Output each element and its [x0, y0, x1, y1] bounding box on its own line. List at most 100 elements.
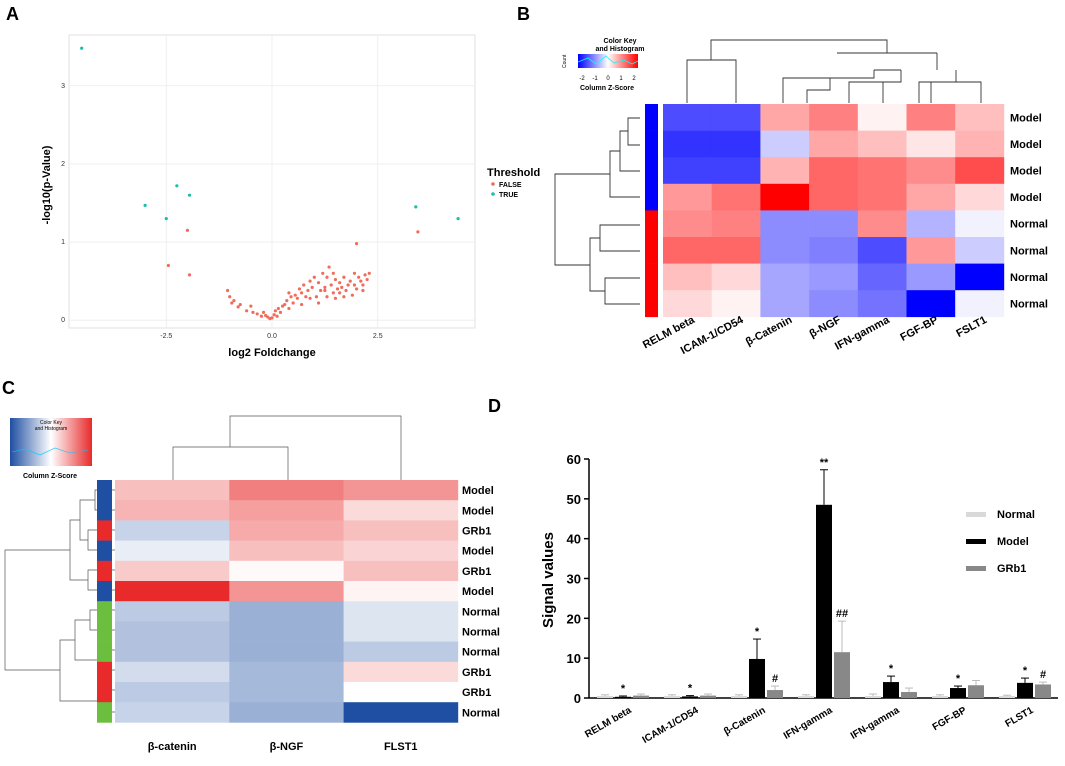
heatmap-c-cell: [115, 682, 230, 703]
heatmap-c-row-label: Normal: [462, 707, 500, 719]
heatmap-b-row-label: Normal: [1010, 219, 1048, 231]
heatmap-c-cell: [115, 500, 230, 521]
heatmap-b-row-label: Model: [1010, 112, 1042, 124]
volcano-legend-false: FALSE: [499, 182, 522, 189]
heatmap-b-cell: [711, 157, 761, 185]
volcano-point-false: [352, 271, 357, 275]
heatmap-b-cell: [857, 183, 907, 211]
bar-significance-grb1: #: [1040, 669, 1046, 681]
volcano-point-false: [283, 302, 287, 307]
heatmap-b-column-label: FGF-BP: [898, 314, 940, 344]
heatmap-c-cell: [229, 641, 344, 663]
volcano-point-false: [232, 299, 236, 303]
volcano-point-false: [316, 301, 321, 305]
volcano-point-false: [319, 288, 323, 293]
volcano-x-tick: -2.5: [160, 333, 172, 340]
heatmap-c-cell: [343, 702, 459, 723]
heatmap-b-cell: [955, 157, 1005, 185]
heatmap-b-color-key: Color Key and Histogram Count -2 -1 0 1 2 Co…: [562, 38, 645, 92]
bar-grb1: [834, 652, 850, 698]
volcano-point-false: [321, 271, 325, 275]
heatmap-c-cell: [229, 581, 344, 602]
volcano-plot: -2.5 0.0 2.5 0 1 2 3 log2 Foldchange -log10(p-…: [41, 34, 540, 359]
volcano-point-false: [348, 279, 352, 283]
panel-letter-a: A: [6, 4, 19, 24]
volcano-point-false: [308, 279, 312, 283]
heatmap-b-cell: [663, 104, 712, 131]
heatmap-c-row-label: GRb1: [462, 667, 491, 679]
heatmap-c-row-group: [97, 520, 112, 541]
bar-normal: [597, 696, 613, 698]
volcano-point-false: [354, 242, 359, 246]
volcano-legend-false-swatch: [491, 182, 495, 186]
heatmap-b-cell: [809, 263, 859, 291]
volcano-point-false: [323, 288, 327, 293]
bar-chart-categories: RELM beta ICAM-1/CD54 β-Catenin IFN-gamma IF…: [583, 705, 1036, 746]
bar-chart-y-tick: 50: [567, 492, 581, 507]
heatmap-c-row-label: Model: [462, 485, 494, 497]
bar-grb1: [633, 695, 649, 698]
heatmap-b-cell: [760, 237, 810, 264]
bar-model: [1017, 682, 1033, 698]
heatmap-b-cell: [906, 290, 956, 318]
heatmap-c-row-group: [97, 682, 112, 703]
volcano-point-false: [251, 310, 255, 314]
heatmap-b-column-label: IFN-gamma: [833, 314, 892, 353]
volcano-point-false: [300, 291, 304, 295]
heatmap-c-row-group: [97, 581, 112, 602]
panel-letter-c: C: [2, 378, 15, 398]
volcano-point-false: [338, 291, 342, 295]
volcano-point-false: [306, 288, 310, 293]
heatmap-c-cell: [229, 621, 344, 642]
volcano-point-true: [414, 205, 418, 209]
heatmap-c-row-label: Normal: [462, 647, 500, 659]
heatmap-c-row-group: [97, 560, 112, 582]
heatmap-c-row-labels: Model Model GRb1 Model GRb1 Model Normal Normal…: [462, 485, 500, 719]
heatmap-b-cell: [711, 237, 761, 264]
volcano-point-true: [175, 184, 179, 188]
heatmap-c-row-group: [97, 621, 112, 642]
volcano-point-true: [143, 203, 147, 207]
heatmap-b-cell: [711, 183, 761, 211]
heatmap-b-cell: [663, 157, 712, 185]
heatmap-c-row-groups: [97, 480, 112, 723]
heatmap-b-column-label: β-Catenin: [744, 314, 795, 349]
heatmap-b-cell: [760, 210, 810, 238]
volcano-point-false: [352, 283, 357, 287]
heatmap-b-row-group: [645, 263, 658, 291]
heatmap-c-cell: [229, 702, 344, 723]
volcano-point-false: [316, 281, 321, 285]
bar-chart-y-tick: 0: [574, 691, 581, 706]
heatmap-b-row-label: Model: [1010, 139, 1042, 151]
volcano-point-false: [225, 288, 230, 293]
volcano-y-tick: 0: [61, 317, 65, 324]
volcano-point-false: [278, 310, 283, 314]
volcano-point-true: [187, 193, 192, 197]
heatmap-b-cell: [711, 263, 761, 291]
volcano-point-false: [261, 310, 266, 314]
volcano-point-false: [310, 285, 314, 289]
heatmap-b-row-label: Model: [1010, 166, 1042, 178]
volcano-point-false: [340, 285, 344, 289]
heatmap-c-cell: [229, 601, 344, 622]
bar-chart-category-label: ICAM-1/CD54: [641, 705, 701, 746]
bar-model: [883, 682, 899, 698]
heatmap-b-cell: [906, 183, 956, 211]
color-key-b-title-1: Color Key: [603, 38, 636, 45]
heatmap-c-cell: [343, 520, 459, 541]
heatmap-c-cell: [115, 480, 230, 501]
heatmap-b-row-group: [645, 130, 658, 158]
heatmap-b-cell: [955, 290, 1005, 318]
heatmap-c-cell: [115, 661, 230, 683]
bar-chart-legend-label: Normal: [997, 509, 1035, 521]
volcano-point-false: [166, 263, 170, 268]
volcano-point-false: [291, 301, 295, 305]
volcano-point-false: [255, 312, 259, 316]
heatmap-b-cell: [711, 130, 761, 158]
heatmap-b-cell: [809, 130, 859, 158]
volcano-point-false: [344, 288, 348, 293]
color-key-b-title-2: and Histogram: [595, 46, 644, 53]
heatmap-c-row-group: [97, 500, 112, 521]
